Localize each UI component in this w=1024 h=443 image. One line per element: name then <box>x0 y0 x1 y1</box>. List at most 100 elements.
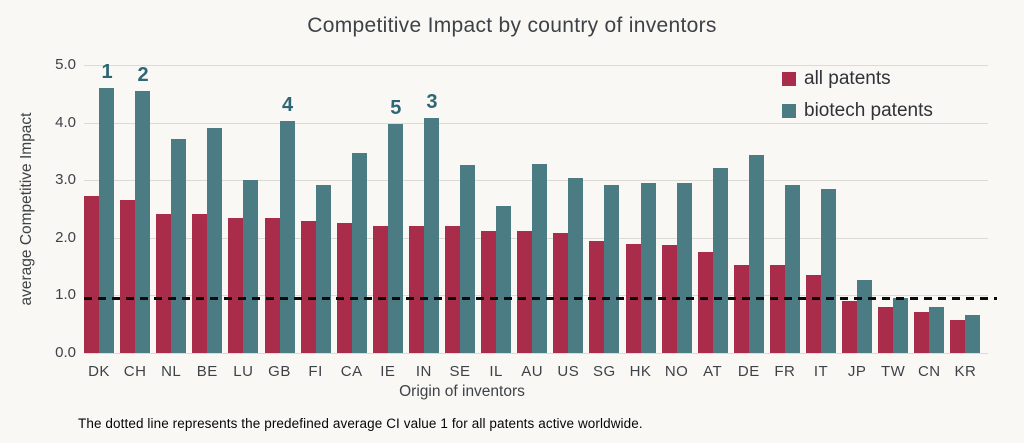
chart-title: Competitive Impact by country of invento… <box>307 14 717 37</box>
bar-all-patents-KR <box>950 319 966 353</box>
bar-all-patents-CN <box>914 312 930 353</box>
bar-all-patents-FI <box>300 220 316 353</box>
bar-biotech-patents-CA <box>351 153 367 353</box>
x-tick-NO: NO <box>664 363 689 380</box>
bar-biotech-patents-SG <box>604 184 620 353</box>
legend-item-biotech-patents: biotech patents <box>782 100 933 122</box>
legend-swatch-icon <box>782 72 796 86</box>
bar-biotech-patents-FR <box>784 184 800 353</box>
bar-biotech-patents-FI <box>315 185 331 353</box>
x-tick-FR: FR <box>774 363 796 380</box>
rank-annotation-GB: 4 <box>281 94 294 117</box>
bar-biotech-patents-SE <box>460 165 475 353</box>
y-tick-label: 3.0 <box>55 171 76 189</box>
x-axis-label: Origin of inventors <box>399 383 525 400</box>
bar-biotech-patents-CH <box>135 90 151 353</box>
x-tick-CA: CA <box>340 363 363 380</box>
gridline-4.0 <box>84 122 988 124</box>
y-tick-label: 5.0 <box>55 56 76 73</box>
y-tick-label: 0.0 <box>55 344 76 361</box>
bar-biotech-patents-AU <box>532 164 548 353</box>
x-tick-TW: TW <box>881 363 906 380</box>
bar-biotech-patents-KR <box>965 314 981 353</box>
x-tick-US: US <box>557 363 580 380</box>
x-tick-IN: IN <box>415 363 432 380</box>
legend-swatch-icon <box>782 104 796 118</box>
bar-all-patents-FR <box>769 265 785 353</box>
bar-biotech-patents-GB <box>279 121 295 353</box>
y-tick-label: 2.0 <box>55 228 76 246</box>
bar-biotech-patents-IN <box>423 117 439 353</box>
y-axis-label: average Competitive Impact <box>18 112 35 306</box>
bar-biotech-patents-NO <box>676 182 692 353</box>
x-tick-IL: IL <box>489 363 503 380</box>
x-tick-JP: JP <box>847 363 867 380</box>
bar-biotech-patents-DK <box>99 88 114 353</box>
footer-note: The dotted line represents the predefine… <box>78 416 643 431</box>
bar-biotech-patents-IT <box>821 188 836 353</box>
bar-all-patents-SE <box>445 225 460 353</box>
bar-biotech-patents-NL <box>171 138 187 353</box>
bar-biotech-patents-TW <box>893 298 909 353</box>
bar-all-patents-AT <box>697 252 713 353</box>
x-tick-AU: AU <box>521 363 544 380</box>
bar-all-patents-IN <box>408 225 424 353</box>
x-tick-FI: FI <box>308 363 323 380</box>
x-tick-DK: DK <box>88 363 110 380</box>
legend-label: all patents <box>804 68 891 89</box>
bar-all-patents-LU <box>228 217 244 353</box>
bar-all-patents-BE <box>192 213 208 353</box>
bar-all-patents-CA <box>336 222 352 353</box>
bar-all-patents-DE <box>733 264 749 353</box>
bar-biotech-patents-CN <box>929 306 945 353</box>
bar-biotech-patents-IL <box>496 206 512 353</box>
x-tick-LU: LU <box>233 363 254 380</box>
bar-biotech-patents-US <box>568 178 584 353</box>
bar-all-patents-GB <box>264 217 280 353</box>
y-tick-label: 4.0 <box>55 113 76 131</box>
x-tick-SE: SE <box>449 363 471 380</box>
bar-all-patents-DK <box>84 195 99 353</box>
x-tick-KR: KR <box>954 363 977 380</box>
gridline-5.0 <box>84 65 988 66</box>
bar-all-patents-US <box>553 233 569 353</box>
bar-biotech-patents-HK <box>640 182 656 353</box>
bar-biotech-patents-DE <box>748 154 764 353</box>
x-tick-HK: HK <box>629 363 652 380</box>
bar-all-patents-JP <box>842 301 858 353</box>
bar-all-patents-AU <box>517 230 533 353</box>
bar-biotech-patents-AT <box>712 168 728 353</box>
bar-biotech-patents-LU <box>243 180 259 353</box>
x-tick-IT: IT <box>813 363 829 380</box>
reference-line-ci-1 <box>84 297 997 300</box>
legend: all patents biotech patents <box>782 68 933 132</box>
gridline-0.0 <box>84 353 988 354</box>
x-tick-SG: SG <box>593 363 616 380</box>
bar-all-patents-SG <box>589 240 605 353</box>
rank-annotation-IN: 3 <box>426 90 438 113</box>
bar-all-patents-IE <box>372 225 388 353</box>
x-tick-NL: NL <box>161 363 182 380</box>
y-tick-label: 1.0 <box>55 286 76 304</box>
rank-annotation-CH: 2 <box>137 63 149 86</box>
x-tick-BE: BE <box>196 363 218 380</box>
bar-biotech-patents-JP <box>857 280 873 353</box>
bar-all-patents-NL <box>156 213 172 353</box>
bar-biotech-patents-BE <box>207 127 223 353</box>
x-tick-CH: CH <box>123 363 147 380</box>
x-tick-DE: DE <box>737 363 760 380</box>
bar-all-patents-CH <box>120 200 136 353</box>
bar-all-patents-IL <box>481 230 497 353</box>
x-tick-IE: IE <box>380 363 396 380</box>
x-tick-AT: AT <box>703 363 723 380</box>
rank-annotation-DK: 1 <box>101 61 113 84</box>
bar-all-patents-IT <box>806 274 821 353</box>
x-tick-CN: CN <box>917 363 941 380</box>
bar-all-patents-TW <box>878 306 894 353</box>
legend-label: biotech patents <box>804 100 933 121</box>
rank-annotation-IE: 5 <box>390 97 402 120</box>
legend-item-all-patents: all patents <box>782 68 933 90</box>
bar-biotech-patents-IE <box>387 124 403 353</box>
x-tick-GB: GB <box>268 363 291 380</box>
